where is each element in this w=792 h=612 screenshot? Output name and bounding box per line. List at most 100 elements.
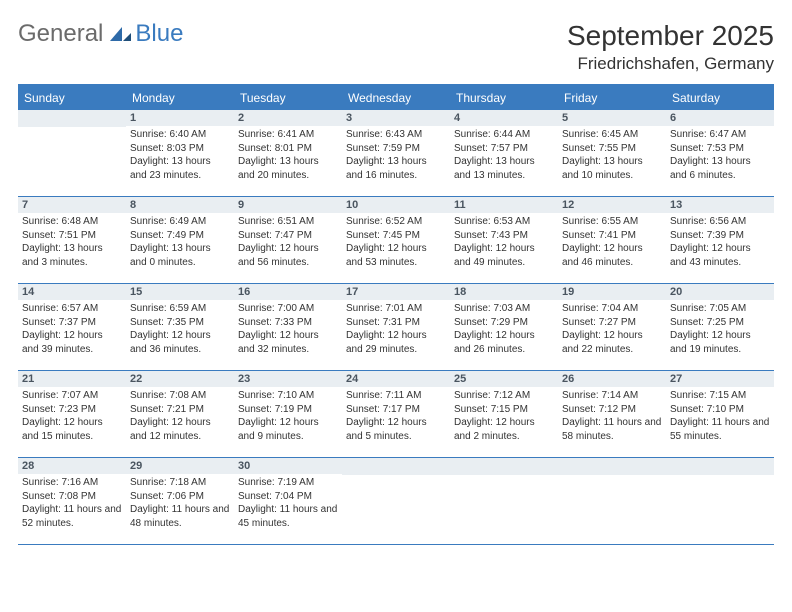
day-cell: 8Sunrise: 6:49 AMSunset: 7:49 PMDaylight…: [126, 197, 234, 283]
day-body: Sunrise: 6:57 AMSunset: 7:37 PMDaylight:…: [18, 300, 126, 360]
sunset-line: Sunset: 8:03 PM: [130, 142, 230, 156]
sunset-line: Sunset: 7:19 PM: [238, 403, 338, 417]
sunset-line: Sunset: 7:10 PM: [670, 403, 770, 417]
day-number: 22: [126, 371, 234, 387]
day-body: Sunrise: 6:43 AMSunset: 7:59 PMDaylight:…: [342, 126, 450, 186]
day-body: Sunrise: 7:05 AMSunset: 7:25 PMDaylight:…: [666, 300, 774, 360]
weekday-header-row: SundayMondayTuesdayWednesdayThursdayFrid…: [18, 86, 774, 110]
daylight-line: Daylight: 12 hours and 46 minutes.: [562, 242, 662, 269]
day-body: Sunrise: 7:19 AMSunset: 7:04 PMDaylight:…: [234, 474, 342, 534]
day-body: Sunrise: 6:49 AMSunset: 7:49 PMDaylight:…: [126, 213, 234, 273]
weekday-header: Wednesday: [342, 86, 450, 110]
day-number: 4: [450, 110, 558, 126]
day-cell: 11Sunrise: 6:53 AMSunset: 7:43 PMDayligh…: [450, 197, 558, 283]
day-cell: [450, 458, 558, 544]
sunset-line: Sunset: 7:15 PM: [454, 403, 554, 417]
week-row: 1Sunrise: 6:40 AMSunset: 8:03 PMDaylight…: [18, 110, 774, 197]
sunset-line: Sunset: 7:29 PM: [454, 316, 554, 330]
sunset-line: Sunset: 7:08 PM: [22, 490, 122, 504]
sunset-line: Sunset: 7:53 PM: [670, 142, 770, 156]
daylight-line: Daylight: 12 hours and 49 minutes.: [454, 242, 554, 269]
day-body: Sunrise: 7:03 AMSunset: 7:29 PMDaylight:…: [450, 300, 558, 360]
logo: General Blue: [18, 20, 183, 48]
day-body: Sunrise: 6:55 AMSunset: 7:41 PMDaylight:…: [558, 213, 666, 273]
day-body: Sunrise: 6:51 AMSunset: 7:47 PMDaylight:…: [234, 213, 342, 273]
sunrise-line: Sunrise: 7:11 AM: [346, 389, 446, 403]
day-cell: 2Sunrise: 6:41 AMSunset: 8:01 PMDaylight…: [234, 110, 342, 196]
day-body: Sunrise: 7:12 AMSunset: 7:15 PMDaylight:…: [450, 387, 558, 447]
sunset-line: Sunset: 8:01 PM: [238, 142, 338, 156]
day-body: Sunrise: 7:08 AMSunset: 7:21 PMDaylight:…: [126, 387, 234, 447]
day-cell: 14Sunrise: 6:57 AMSunset: 7:37 PMDayligh…: [18, 284, 126, 370]
day-number: 18: [450, 284, 558, 300]
day-body: Sunrise: 7:00 AMSunset: 7:33 PMDaylight:…: [234, 300, 342, 360]
sunrise-line: Sunrise: 6:45 AM: [562, 128, 662, 142]
week-row: 7Sunrise: 6:48 AMSunset: 7:51 PMDaylight…: [18, 197, 774, 284]
calendar: SundayMondayTuesdayWednesdayThursdayFrid…: [18, 84, 774, 545]
weekday-header: Tuesday: [234, 86, 342, 110]
day-number: 12: [558, 197, 666, 213]
day-cell: 30Sunrise: 7:19 AMSunset: 7:04 PMDayligh…: [234, 458, 342, 544]
daylight-line: Daylight: 13 hours and 10 minutes.: [562, 155, 662, 182]
day-number: 26: [558, 371, 666, 387]
day-body: Sunrise: 6:48 AMSunset: 7:51 PMDaylight:…: [18, 213, 126, 273]
sunrise-line: Sunrise: 6:44 AM: [454, 128, 554, 142]
day-cell: 5Sunrise: 6:45 AMSunset: 7:55 PMDaylight…: [558, 110, 666, 196]
daylight-line: Daylight: 12 hours and 12 minutes.: [130, 416, 230, 443]
sunrise-line: Sunrise: 6:57 AM: [22, 302, 122, 316]
day-cell: 19Sunrise: 7:04 AMSunset: 7:27 PMDayligh…: [558, 284, 666, 370]
day-body: Sunrise: 6:40 AMSunset: 8:03 PMDaylight:…: [126, 126, 234, 186]
day-body: Sunrise: 7:11 AMSunset: 7:17 PMDaylight:…: [342, 387, 450, 447]
day-cell: 12Sunrise: 6:55 AMSunset: 7:41 PMDayligh…: [558, 197, 666, 283]
weekday-header: Sunday: [18, 86, 126, 110]
day-cell: 16Sunrise: 7:00 AMSunset: 7:33 PMDayligh…: [234, 284, 342, 370]
daylight-line: Daylight: 12 hours and 9 minutes.: [238, 416, 338, 443]
sunrise-line: Sunrise: 7:10 AM: [238, 389, 338, 403]
sunrise-line: Sunrise: 6:59 AM: [130, 302, 230, 316]
daylight-line: Daylight: 12 hours and 56 minutes.: [238, 242, 338, 269]
sunrise-line: Sunrise: 7:07 AM: [22, 389, 122, 403]
daylight-line: Daylight: 12 hours and 53 minutes.: [346, 242, 446, 269]
empty-day-header: [558, 458, 666, 475]
sunrise-line: Sunrise: 7:18 AM: [130, 476, 230, 490]
day-cell: 20Sunrise: 7:05 AMSunset: 7:25 PMDayligh…: [666, 284, 774, 370]
day-cell: 17Sunrise: 7:01 AMSunset: 7:31 PMDayligh…: [342, 284, 450, 370]
day-number: 11: [450, 197, 558, 213]
title-block: September 2025 Friedrichshafen, Germany: [567, 20, 774, 74]
sunset-line: Sunset: 7:17 PM: [346, 403, 446, 417]
daylight-line: Daylight: 11 hours and 48 minutes.: [130, 503, 230, 530]
day-cell: 15Sunrise: 6:59 AMSunset: 7:35 PMDayligh…: [126, 284, 234, 370]
daylight-line: Daylight: 12 hours and 19 minutes.: [670, 329, 770, 356]
header: General Blue September 2025 Friedrichsha…: [18, 20, 774, 74]
daylight-line: Daylight: 12 hours and 5 minutes.: [346, 416, 446, 443]
calendar-body: 1Sunrise: 6:40 AMSunset: 8:03 PMDaylight…: [18, 110, 774, 545]
day-cell: 28Sunrise: 7:16 AMSunset: 7:08 PMDayligh…: [18, 458, 126, 544]
day-body: Sunrise: 6:47 AMSunset: 7:53 PMDaylight:…: [666, 126, 774, 186]
daylight-line: Daylight: 13 hours and 13 minutes.: [454, 155, 554, 182]
daylight-line: Daylight: 13 hours and 20 minutes.: [238, 155, 338, 182]
day-cell: 21Sunrise: 7:07 AMSunset: 7:23 PMDayligh…: [18, 371, 126, 457]
day-number: 15: [126, 284, 234, 300]
day-number: 14: [18, 284, 126, 300]
sunrise-line: Sunrise: 6:53 AM: [454, 215, 554, 229]
sunset-line: Sunset: 7:27 PM: [562, 316, 662, 330]
day-cell: [666, 458, 774, 544]
sunset-line: Sunset: 7:06 PM: [130, 490, 230, 504]
sunrise-line: Sunrise: 6:56 AM: [670, 215, 770, 229]
week-row: 28Sunrise: 7:16 AMSunset: 7:08 PMDayligh…: [18, 458, 774, 545]
sunrise-line: Sunrise: 7:00 AM: [238, 302, 338, 316]
day-number: 27: [666, 371, 774, 387]
day-body: Sunrise: 6:59 AMSunset: 7:35 PMDaylight:…: [126, 300, 234, 360]
day-number: 2: [234, 110, 342, 126]
sunrise-line: Sunrise: 7:01 AM: [346, 302, 446, 316]
day-body: Sunrise: 6:56 AMSunset: 7:39 PMDaylight:…: [666, 213, 774, 273]
sunset-line: Sunset: 7:37 PM: [22, 316, 122, 330]
day-number: 6: [666, 110, 774, 126]
day-number: 23: [234, 371, 342, 387]
day-cell: 10Sunrise: 6:52 AMSunset: 7:45 PMDayligh…: [342, 197, 450, 283]
day-cell: [18, 110, 126, 196]
day-body: Sunrise: 7:04 AMSunset: 7:27 PMDaylight:…: [558, 300, 666, 360]
sunrise-line: Sunrise: 7:03 AM: [454, 302, 554, 316]
day-cell: 3Sunrise: 6:43 AMSunset: 7:59 PMDaylight…: [342, 110, 450, 196]
day-body: Sunrise: 6:41 AMSunset: 8:01 PMDaylight:…: [234, 126, 342, 186]
